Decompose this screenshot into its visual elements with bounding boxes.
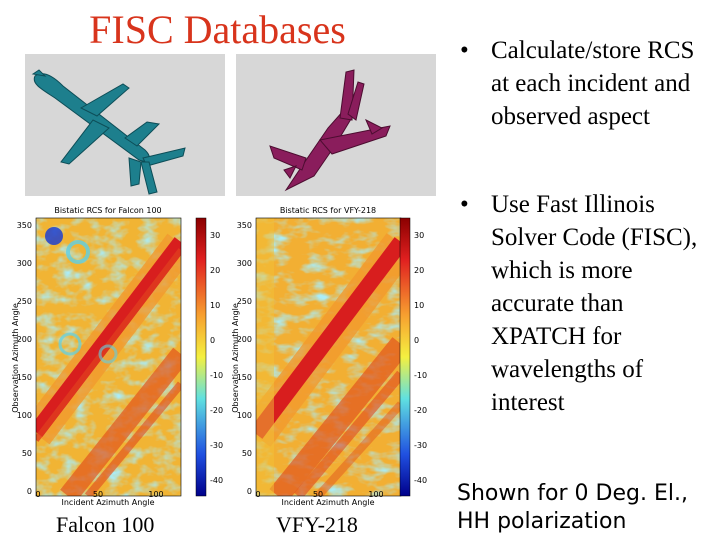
vfy-model-thumbnail xyxy=(236,54,436,196)
y-tick: 150 xyxy=(17,373,32,382)
bullet-marker: • xyxy=(460,37,469,64)
y-tick: 100 xyxy=(17,411,32,420)
y-axis-label: Observation Azimuth Angle xyxy=(11,303,20,413)
colorbar xyxy=(399,217,411,497)
x-axis-label: Incident Azimuth Angle xyxy=(61,498,154,507)
plot-title: Bistatic RCS for Falcon 100 xyxy=(54,206,161,215)
colorbar-ticks: 30 20 10 0 -10 -20 -30 -40 xyxy=(414,231,427,485)
falcon-aircraft-icon xyxy=(31,69,186,195)
bullet-item: • Calculate/store RCS at each incident a… xyxy=(458,34,718,133)
y-tick: 300 xyxy=(237,259,252,268)
falcon-model-thumbnail xyxy=(25,54,225,196)
slide-title: FISC Databases xyxy=(89,7,346,52)
y-tick: 0 xyxy=(27,487,32,496)
y-tick: 250 xyxy=(17,297,32,306)
x-axis-ticks: 0 50 100 xyxy=(255,490,383,499)
falcon-heatmap-figure: Bistatic RCS for Falcon 100 350 300 250 … xyxy=(11,206,223,507)
colorbar-tick: 0 xyxy=(414,336,419,345)
bistatic-rcs-plot-falcon: Bistatic RCS for Falcon 100 350 300 250 … xyxy=(8,204,223,507)
colorbar-tick: -20 xyxy=(210,406,223,415)
colorbar-tick: 20 xyxy=(414,266,424,275)
colorbar-tick: -30 xyxy=(210,441,223,450)
y-tick: 200 xyxy=(237,335,252,344)
colorbar-tick: 30 xyxy=(414,231,424,240)
bullet-list: • Calculate/store RCS at each incident a… xyxy=(458,34,718,419)
colorbar-tick: 10 xyxy=(414,301,424,310)
colorbar-tick: -30 xyxy=(414,441,427,450)
bullet-item: • Use Fast Illinois Solver Code (FISC), … xyxy=(458,188,718,419)
y-tick: 200 xyxy=(17,335,32,344)
y-tick: 250 xyxy=(237,297,252,306)
y-axis-ticks: 350 300 250 200 150 100 50 0 xyxy=(237,221,252,496)
colorbar-tick: 20 xyxy=(210,266,220,275)
bullet-text: Use Fast Illinois Solver Code (FISC), wh… xyxy=(491,191,698,416)
bullet-text: Calculate/store RCS at each incident and… xyxy=(491,37,695,130)
bullet-marker: • xyxy=(460,191,469,218)
heatmap-image xyxy=(36,218,181,496)
plot-title: Bistatic RCS for VFY-218 xyxy=(280,206,376,215)
colorbar-tick: 10 xyxy=(210,301,220,310)
x-tick: 50 xyxy=(313,490,323,499)
polarization-note: Shown for 0 Deg. El., HH polarization xyxy=(457,480,688,536)
y-axis-label: Observation Azimuth Angle xyxy=(231,303,240,413)
x-axis-ticks: 0 50 100 xyxy=(35,490,163,499)
colorbar-tick: -20 xyxy=(414,406,427,415)
colorbar-tick: 0 xyxy=(210,336,215,345)
x-tick: 50 xyxy=(93,490,103,499)
x-tick: 100 xyxy=(368,490,383,499)
vfy-aircraft-icon xyxy=(269,69,391,192)
bistatic-rcs-plot-vfy: Bistatic RCS for VFY-218 350 300 250 200… xyxy=(228,204,438,507)
y-tick: 50 xyxy=(242,449,252,458)
note-line: Shown for 0 Deg. El., xyxy=(457,481,688,506)
x-axis-label: Incident Azimuth Angle xyxy=(281,498,374,507)
colorbar-ticks: 30 20 10 0 -10 -20 -30 -40 xyxy=(210,231,223,485)
x-tick: 0 xyxy=(255,490,260,499)
vfy-caption: VFY-218 xyxy=(276,512,358,537)
y-axis-ticks: 350 300 250 200 150 100 50 0 xyxy=(17,221,32,496)
heatmap-image xyxy=(256,218,401,496)
x-tick: 0 xyxy=(35,490,40,499)
y-tick: 100 xyxy=(237,411,252,420)
y-tick: 350 xyxy=(17,221,32,230)
colorbar-tick: -10 xyxy=(210,371,223,380)
colorbar-tick: -40 xyxy=(414,476,427,485)
y-tick: 300 xyxy=(17,259,32,268)
note-line: HH polarization xyxy=(457,509,627,534)
x-tick: 100 xyxy=(148,490,163,499)
colorbar-tick: -40 xyxy=(210,476,223,485)
vfy-heatmap-figure: Bistatic RCS for VFY-218 350 300 250 200… xyxy=(231,206,427,507)
y-tick: 150 xyxy=(237,373,252,382)
y-tick: 50 xyxy=(22,449,32,458)
y-tick: 350 xyxy=(237,221,252,230)
colorbar-tick: 30 xyxy=(210,231,220,240)
colorbar-tick: -10 xyxy=(414,371,427,380)
y-tick: 0 xyxy=(247,487,252,496)
falcon-caption: Falcon 100 xyxy=(56,512,155,537)
colorbar xyxy=(195,217,207,497)
